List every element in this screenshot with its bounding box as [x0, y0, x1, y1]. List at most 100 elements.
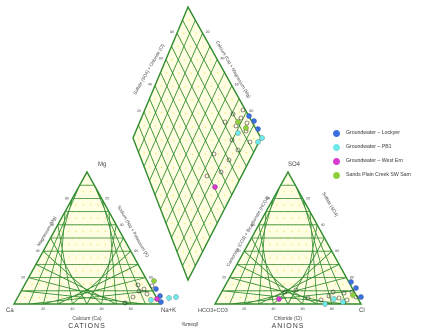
diamond-pattern-dot: [204, 181, 206, 183]
diamond-pattern-dot: [149, 138, 151, 141]
cation-triangle-tick-label: 20: [21, 276, 25, 280]
cation-triangle-pattern-dot: [46, 270, 48, 272]
sample-marker-open: [135, 282, 141, 288]
anion-triangle-pattern-dot: [269, 230, 271, 233]
cations-title: CATIONS: [68, 323, 106, 330]
cation-triangle-pattern-dot: [82, 191, 85, 193]
sample-marker-open: [344, 297, 350, 303]
anion-triangle-pattern-dot: [298, 230, 300, 233]
anion-triangle-pattern-dot: [312, 270, 315, 272]
anion-triangle-pattern-dot: [254, 296, 256, 299]
sample-marker-open: [122, 300, 128, 306]
diamond-pattern-dot: [178, 99, 181, 101]
cation-triangle-tick-label: 80: [65, 196, 69, 200]
diamond-pattern-dot: [155, 152, 157, 155]
diamond-pattern-dot: [166, 153, 169, 155]
anion-triangle-pattern-dot: [305, 243, 307, 246]
cation-triangle-outline: [12, 170, 162, 305]
legend-label: Groundwater – PB1: [346, 144, 392, 150]
diamond-pattern-dot: [217, 98, 220, 101]
cation-triangle-pattern-dot: [38, 270, 41, 272]
anion-triangle-pattern-dot: [290, 243, 293, 246]
cation-triangle-pattern-dot: [111, 230, 114, 233]
cation-triangle-tick-label: 60: [134, 249, 138, 253]
diamond-pattern-dot: [185, 112, 187, 115]
anion-triangle-pattern-dot: [327, 257, 329, 259]
cation-triangle-pattern-dot: [126, 270, 128, 272]
anion-triangle-pattern-dot: [312, 296, 315, 299]
legend-item: Groundwater – West Ern: [333, 154, 423, 168]
cation-triangle-pattern-dot: [38, 283, 41, 285]
diamond-grid-line: [138, 19, 196, 153]
sample-marker: [235, 130, 241, 136]
sample-marker: [348, 279, 354, 285]
cation-triangle-pattern-dot: [97, 217, 99, 219]
anion-triangle-pattern-dot: [269, 243, 271, 246]
sample-marker-open: [330, 289, 336, 295]
anion-triangle-pattern-dot: [305, 217, 307, 219]
diamond-pattern-dot: [171, 58, 173, 61]
sample-marker-open: [204, 173, 210, 179]
anion-triangle-pattern-dot: [232, 283, 234, 285]
diamond-pattern-dot: [191, 126, 194, 128]
diamond-pattern-dot: [154, 180, 156, 182]
cation-triangle-pattern-dot: [104, 217, 107, 219]
sample-marker-open: [149, 283, 155, 289]
diamond-pattern-dot: [166, 98, 168, 101]
cation-triangle-pattern-dot: [97, 230, 99, 233]
cation-triangle-grid-line: [21, 290, 146, 305]
cation-triangle-pattern-dot: [68, 230, 70, 233]
anion-triangle-pattern-dot: [239, 270, 242, 272]
diamond-pattern-dot: [160, 166, 163, 169]
cation-triangle-pattern-dot: [68, 257, 70, 259]
diamond-pattern-dot: [218, 126, 220, 128]
anion-triangle-tick-label: 60: [301, 307, 305, 311]
sample-marker-open: [130, 294, 136, 300]
anion-triangle-pattern-dot: [320, 270, 322, 272]
legend: Groundwater – Lockyer Groundwater – PB1 Gr…: [333, 126, 423, 182]
diamond-tick-label: 80: [249, 109, 253, 113]
diamond-pattern-dot: [178, 208, 180, 211]
diamond-pattern-dot: [184, 85, 187, 88]
diamond-pattern-dot: [238, 111, 240, 113]
anion-triangle-pattern-dot: [305, 230, 307, 233]
anion-triangle-pattern-dot: [261, 270, 264, 272]
anion-triangle-tick-label: 40: [321, 223, 325, 227]
diamond-pattern-dot: [190, 72, 193, 74]
sample-marker-open: [326, 293, 332, 299]
legend-label: Groundwater – West Ern: [346, 158, 403, 164]
cation-triangle-tick-label: 40: [36, 249, 40, 253]
anion-triangle-grid-line: [294, 185, 347, 305]
sample-marker: [173, 294, 179, 300]
diamond-pattern-dot: [203, 208, 206, 211]
anion-triangle-pattern-dot: [327, 283, 329, 285]
diamond-pattern-dot: [143, 124, 145, 127]
diamond-grid-line: [154, 59, 218, 195]
cation-triangle-grid-line: [101, 224, 117, 305]
anion-triangle-pattern-dot: [283, 204, 286, 206]
cation-triangle-pattern-dot: [148, 296, 150, 299]
diamond-pattern-dot: [198, 140, 200, 142]
diamond-pattern-dot: [183, 222, 186, 225]
grid-layer: 20 20 20 40 40 40 60 60 60 80 80 80 20 20 20 40 40 40 60 60…: [12, 5, 363, 311]
cation-triangle-pattern-dot: [111, 270, 114, 272]
diamond-pattern-dot: [211, 112, 213, 115]
diamond-pattern-dot: [195, 32, 197, 34]
diamond-pattern-dot: [224, 85, 226, 87]
sample-marker-open: [144, 291, 150, 297]
cation-triangle-pattern-dot: [60, 230, 63, 233]
cation-triangle-pattern-dot: [75, 243, 77, 246]
cation-triangle-pattern-dot: [90, 204, 92, 206]
legend-label: Sands Plain Creek SW Sam: [346, 172, 411, 178]
cation-triangle-pattern-dot: [104, 243, 107, 246]
diamond-pattern-dot: [160, 194, 162, 196]
sample-marker-open: [141, 286, 147, 292]
nak-corner-label: Na+K: [161, 308, 176, 314]
anion-triangle-pattern-dot: [225, 296, 227, 299]
legend-swatch: [333, 171, 340, 179]
cation-triangle-pattern-dot: [68, 243, 70, 246]
legend-item: Groundwater – PB1: [333, 140, 423, 154]
diamond-pattern-dot: [172, 85, 174, 88]
diamond-pattern-dot: [231, 180, 233, 182]
cation-triangle-tick-label: 20: [41, 307, 45, 311]
